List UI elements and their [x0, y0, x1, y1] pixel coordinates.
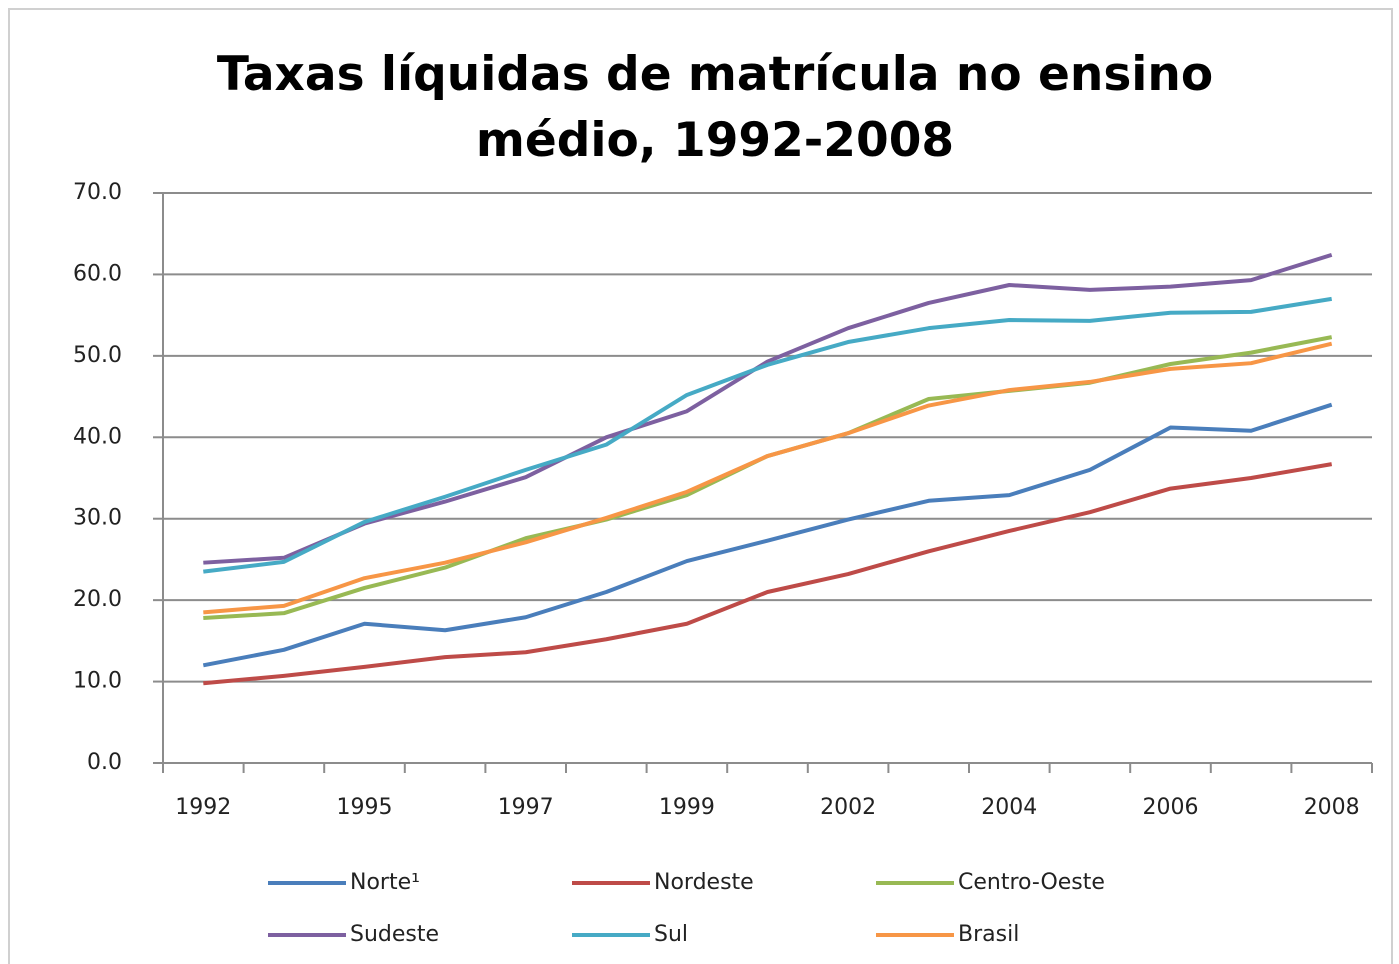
y-tick-label: 50.0: [73, 343, 122, 368]
y-tick-label: 30.0: [73, 506, 122, 531]
chart-frame: [8, 8, 1393, 964]
series-line: [202, 402, 1333, 668]
legend-label: Sul: [654, 922, 688, 947]
x-tick-label: 1992: [175, 795, 231, 820]
legend-label: Sudeste: [350, 922, 439, 947]
x-tick-label: 2002: [820, 795, 876, 820]
y-tick-label: 10.0: [73, 669, 122, 694]
y-tick-label: 40.0: [73, 424, 122, 449]
x-tick-label: 1999: [659, 795, 715, 820]
x-tick-label: 2006: [1143, 795, 1199, 820]
x-tick-label: 1997: [498, 795, 554, 820]
series-line: [203, 252, 1333, 565]
x-tick-label: 1995: [337, 795, 393, 820]
legend-label: Brasil: [958, 922, 1019, 947]
legend-label: Norte¹: [350, 870, 420, 895]
y-tick-label: 20.0: [73, 587, 122, 612]
legend-label: Centro-Oeste: [958, 870, 1105, 895]
series-line: [203, 341, 1333, 615]
legend-label: Nordeste: [654, 870, 754, 895]
y-tick-label: 60.0: [73, 261, 122, 286]
series-line: [203, 462, 1333, 686]
x-tick-label: 2004: [981, 795, 1037, 820]
x-tick-label: 2008: [1304, 795, 1360, 820]
y-tick-label: 0.0: [87, 750, 122, 775]
chart-title: Taxas líquidas de matrícula no ensino mé…: [216, 47, 1214, 168]
y-tick-label: 70.0: [73, 180, 122, 205]
series-line: [203, 296, 1333, 574]
